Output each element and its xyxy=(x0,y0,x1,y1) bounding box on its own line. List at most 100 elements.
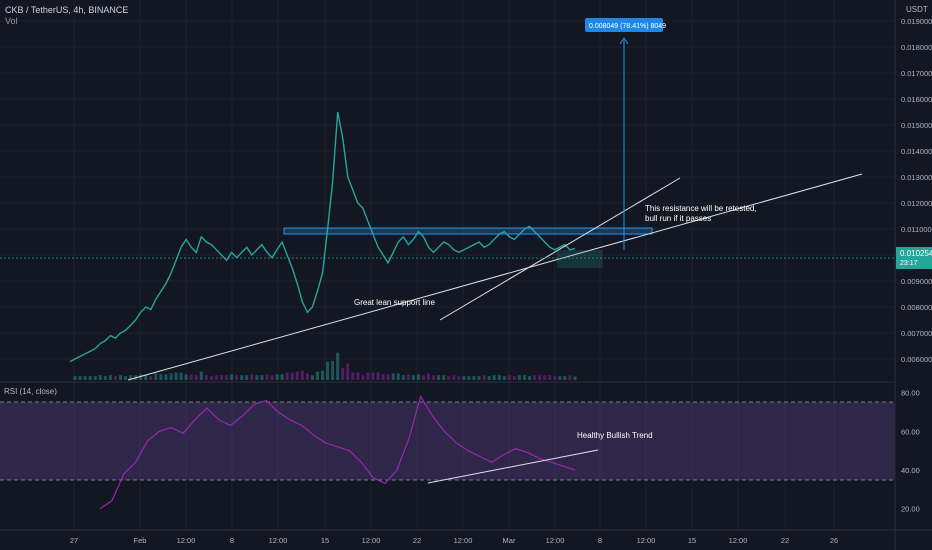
volume-bar xyxy=(326,361,330,380)
volume-bar xyxy=(411,375,415,380)
volume-bar xyxy=(356,372,360,380)
volume-bar xyxy=(442,375,446,380)
volume-bar xyxy=(497,375,501,380)
time-tick-label: 22 xyxy=(781,536,789,545)
target-label-box xyxy=(585,18,663,32)
rsi-label[interactable]: RSI (14, close) xyxy=(4,387,57,396)
volume-bar xyxy=(467,376,471,380)
volume-bar xyxy=(103,376,107,380)
volume-bar xyxy=(98,375,102,380)
volume-bar xyxy=(502,376,506,380)
volume-bar xyxy=(507,375,511,380)
resistance-note-line2: bull run if it passes xyxy=(645,214,711,223)
volume-bar xyxy=(361,375,365,380)
volume-label[interactable]: Vol xyxy=(5,16,18,26)
volume-bar xyxy=(533,375,537,380)
volume-bar xyxy=(346,363,350,380)
volume-bar xyxy=(250,374,254,380)
volume-bar xyxy=(563,376,567,380)
volume-bar xyxy=(204,375,208,380)
rsi-tick-label: 80.00 xyxy=(901,389,920,398)
volume-bar xyxy=(492,375,496,380)
time-tick-label: 12:00 xyxy=(546,536,565,545)
price-tick-label: 0.008000 xyxy=(901,303,932,312)
volume-bar xyxy=(305,373,309,380)
volume-bar xyxy=(406,374,410,380)
volume-bar xyxy=(341,368,345,380)
projection-box xyxy=(557,250,603,268)
volume-bar xyxy=(482,375,486,380)
volume-bar xyxy=(124,376,128,380)
resistance-note-line1: This resistance will be retested, xyxy=(645,204,757,213)
volume-bar xyxy=(235,375,239,380)
volume-bar xyxy=(391,373,395,380)
volume-bar xyxy=(422,375,425,380)
volume-bar xyxy=(512,376,516,380)
volume-bar xyxy=(78,376,82,380)
volume-bar xyxy=(416,374,420,380)
volume-bar xyxy=(93,376,97,380)
volume-bars xyxy=(73,352,577,380)
price-tick-label: 0.006000 xyxy=(901,355,932,364)
volume-bar xyxy=(214,375,218,380)
volume-bar xyxy=(523,375,526,380)
rsi-tick-label: 20.00 xyxy=(901,505,920,514)
volume-bar xyxy=(83,376,87,380)
time-tick-label: 8 xyxy=(598,536,602,545)
volume-bar xyxy=(351,372,355,380)
volume-bar xyxy=(315,371,319,380)
time-axis[interactable]: 27 Feb 12:00 8 12:00 15 12:00 22 12:00 Mar 12:00 8 1… xyxy=(70,536,838,545)
volume-bar xyxy=(199,371,203,380)
volume-bar xyxy=(164,374,168,380)
resistance-zone[interactable] xyxy=(283,227,653,235)
price-tick-label: 0.014000 xyxy=(901,147,932,156)
price-tick-label: 0.013000 xyxy=(901,173,932,182)
volume-bar xyxy=(381,374,385,380)
symbol-title[interactable]: CKB / TetherUS, 4h, BINANCE xyxy=(5,5,129,15)
volume-bar xyxy=(386,374,390,380)
price-tick-label: 0.009000 xyxy=(901,277,932,286)
price-tick-label: 0.017000 xyxy=(901,69,932,78)
price-tick-label: 0.018000 xyxy=(901,43,932,52)
volume-bar xyxy=(179,372,183,380)
volume-bar xyxy=(447,376,451,380)
price-tick-label: 0.007000 xyxy=(901,329,932,338)
volume-bar xyxy=(73,376,77,380)
time-tick-label: Feb xyxy=(134,536,147,545)
rsi-axis[interactable]: 80.00 60.00 40.00 20.00 xyxy=(901,389,920,514)
price-tick-label: 0.015000 xyxy=(901,121,932,130)
time-tick-label: 26 xyxy=(830,536,838,545)
volume-bar xyxy=(113,376,117,380)
volume-bar xyxy=(568,375,572,380)
time-tick-label: 8 xyxy=(230,536,234,545)
price-axis[interactable]: 0.019000 0.018000 0.017000 0.016000 0.015000… xyxy=(901,17,932,364)
volume-bar xyxy=(457,376,461,380)
time-tick-label: 27 xyxy=(70,536,78,545)
support-trendline[interactable] xyxy=(127,173,863,381)
target-arrow-head xyxy=(619,37,629,45)
time-tick-label: 12:00 xyxy=(729,536,748,545)
steep-trendline[interactable] xyxy=(439,177,681,321)
volume-bar xyxy=(538,375,542,380)
volume-bar xyxy=(240,375,244,380)
candle-countdown: 23:17 xyxy=(900,260,918,267)
time-tick-label: 12:00 xyxy=(637,536,656,545)
volume-bar xyxy=(245,375,249,380)
volume-bar xyxy=(230,374,234,380)
volume-bar xyxy=(472,376,476,380)
time-tick-label: 12:00 xyxy=(454,536,473,545)
volume-bar xyxy=(487,376,491,380)
volume-bar xyxy=(366,372,370,380)
volume-bar xyxy=(184,374,188,380)
volume-bar xyxy=(427,373,431,380)
volume-bar xyxy=(295,371,299,380)
rsi-trendline[interactable] xyxy=(427,449,599,484)
volume-bar xyxy=(108,375,112,380)
volume-bar xyxy=(139,374,143,380)
volume-bar xyxy=(275,374,279,380)
support-note: Great lean support line xyxy=(354,298,435,307)
volume-bar xyxy=(336,352,340,380)
rsi-series-line xyxy=(99,395,576,510)
volume-bar xyxy=(517,375,521,380)
